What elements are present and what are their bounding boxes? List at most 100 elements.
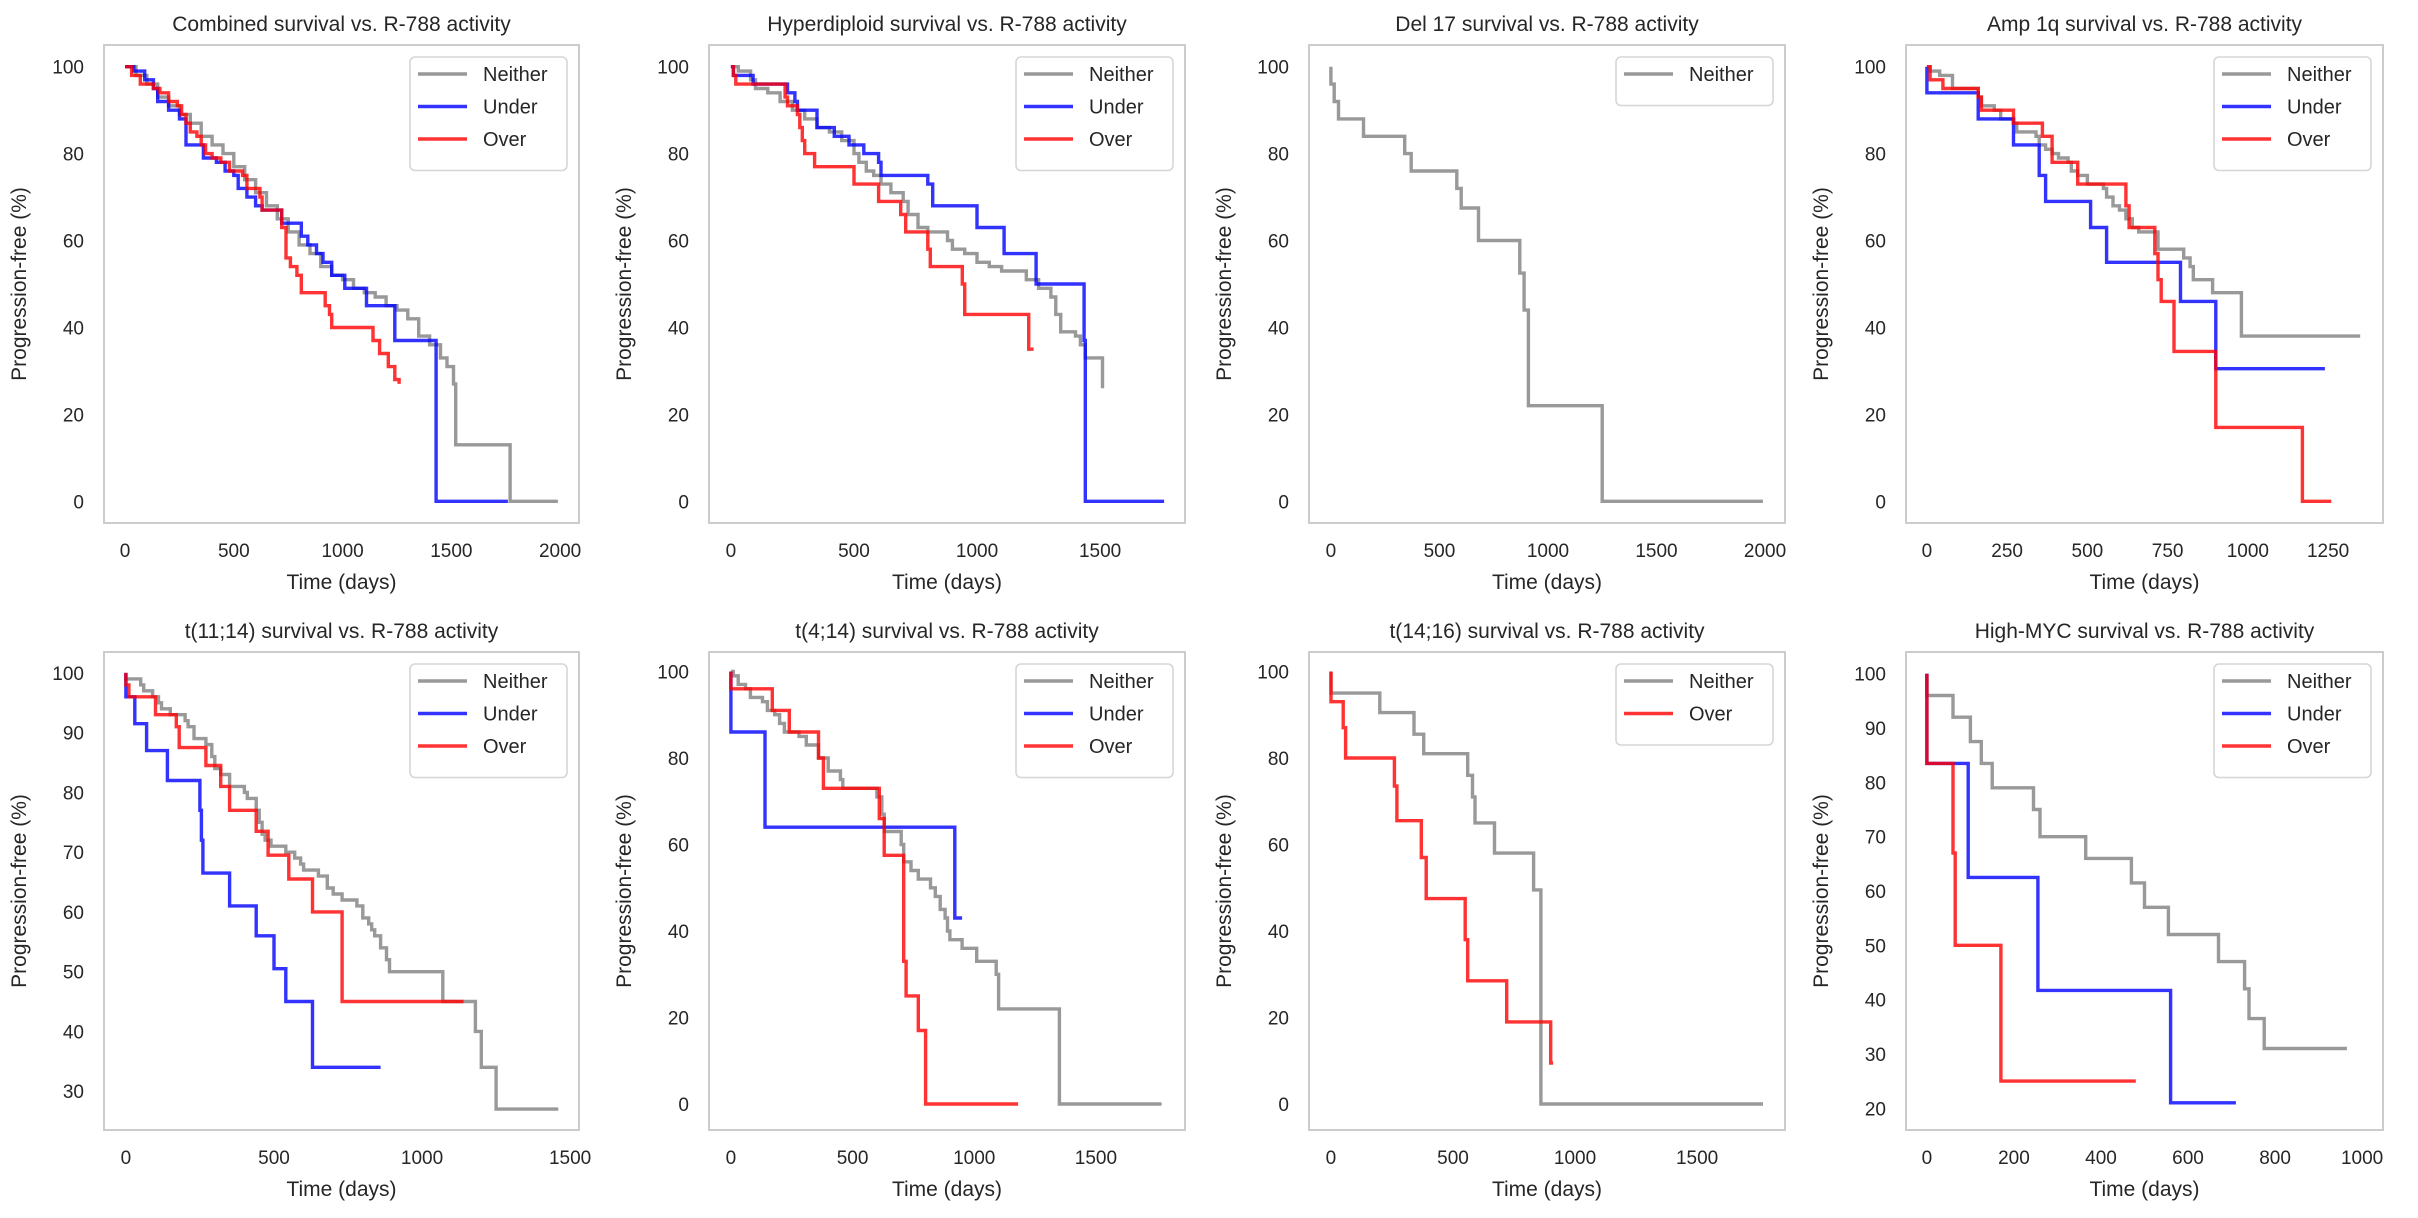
x-tick-label: 1000 bbox=[1554, 1148, 1596, 1169]
legend-label: Neither bbox=[483, 64, 548, 86]
chart-title: High-MYC survival vs. R-788 activity bbox=[1975, 620, 2315, 643]
y-tick-label: 100 bbox=[1257, 58, 1289, 79]
x-tick-label: 1250 bbox=[2307, 541, 2349, 562]
y-tick-label: 0 bbox=[1278, 1095, 1289, 1116]
y-tick-label: 80 bbox=[1268, 145, 1289, 166]
x-tick-label: 500 bbox=[258, 1148, 290, 1169]
x-tick-label: 1000 bbox=[953, 1148, 995, 1169]
y-tick-label: 20 bbox=[1865, 405, 1886, 426]
y-tick-label: 100 bbox=[1854, 58, 1886, 79]
curve-under bbox=[730, 65, 1165, 503]
curve-over bbox=[1925, 673, 2136, 1083]
legend-frame bbox=[1015, 663, 1174, 779]
x-tick-label: 1500 bbox=[1079, 541, 1121, 562]
axes-frame bbox=[1308, 44, 1786, 524]
legend-item-over: Over bbox=[2222, 129, 2331, 151]
legend-item-over: Over bbox=[1024, 736, 1133, 758]
y-tick-label: 60 bbox=[63, 903, 84, 924]
survival-curves bbox=[124, 672, 559, 1111]
legend-frame bbox=[409, 663, 568, 779]
x-tick-label: 0 bbox=[1326, 541, 1337, 562]
x-tick-label: 500 bbox=[837, 1148, 869, 1169]
x-tick-label: 0 bbox=[1326, 1148, 1337, 1169]
survival-curves bbox=[729, 669, 1162, 1106]
y-tick-label: 100 bbox=[1854, 665, 1886, 686]
panel-amp-1q: 0 250 500 750 1000 1250 0 20 40 60 80 100 Amp 1q sur… bbox=[1810, 13, 2384, 594]
panel-combined: 0 500 1000 1500 2000 0 20 40 60 80 100 Combined sur… bbox=[8, 13, 581, 594]
legend: Neither Under Over bbox=[409, 56, 568, 172]
y-tick-label: 40 bbox=[668, 318, 689, 339]
survival-curves bbox=[1329, 671, 1763, 1106]
legend-frame bbox=[2213, 56, 2372, 172]
legend-label: Over bbox=[1689, 704, 1733, 726]
legend-label: Neither bbox=[2287, 671, 2352, 693]
legend-item-neither: Neither bbox=[1624, 671, 1754, 693]
x-tick-label: 500 bbox=[1437, 1148, 1469, 1169]
x-tick-label: 1500 bbox=[430, 541, 472, 562]
curve-under bbox=[729, 671, 963, 920]
survival-curves bbox=[125, 65, 558, 503]
y-tick-label: 90 bbox=[63, 724, 84, 745]
y-tick-label: 60 bbox=[1865, 232, 1886, 253]
y-tick-label: 0 bbox=[73, 492, 84, 513]
y-tick-label: 50 bbox=[1865, 936, 1886, 957]
y-axis-label: Progression-free (%) bbox=[1213, 794, 1236, 988]
x-tick-label: 1000 bbox=[956, 541, 998, 562]
y-tick-label: 40 bbox=[63, 318, 84, 339]
y-axis-label: Progression-free (%) bbox=[1213, 187, 1236, 381]
y-tick-label: 40 bbox=[668, 922, 689, 943]
curve-neither bbox=[730, 65, 1105, 389]
legend-label: Under bbox=[483, 704, 538, 726]
x-axis-label: Time (days) bbox=[286, 1178, 396, 1201]
y-axis-label: Progression-free (%) bbox=[1810, 794, 1833, 988]
y-tick-label: 40 bbox=[1268, 318, 1289, 339]
y-tick-label: 60 bbox=[668, 232, 689, 253]
x-tick-label: 0 bbox=[726, 1148, 737, 1169]
x-axis-label: Time (days) bbox=[2089, 571, 2199, 594]
curve-over bbox=[1926, 65, 2332, 503]
y-tick-label: 40 bbox=[1865, 318, 1886, 339]
legend-label: Neither bbox=[2287, 64, 2352, 86]
x-tick-label: 0 bbox=[120, 541, 131, 562]
y-tick-label: 60 bbox=[63, 232, 84, 253]
curve-under bbox=[124, 672, 381, 1069]
x-axis-label: Time (days) bbox=[286, 571, 396, 594]
y-tick-label: 100 bbox=[657, 58, 689, 79]
legend-item-neither: Neither bbox=[2222, 671, 2352, 693]
y-tick-label: 70 bbox=[63, 843, 84, 864]
y-tick-label: 30 bbox=[1865, 1045, 1886, 1066]
survival-curves bbox=[730, 65, 1165, 503]
legend-frame bbox=[2213, 663, 2372, 779]
legend-item-neither: Neither bbox=[1024, 64, 1154, 86]
y-tick-label: 80 bbox=[668, 145, 689, 166]
chart-title: Combined survival vs. R-788 activity bbox=[172, 13, 511, 36]
x-tick-label: 0 bbox=[1922, 541, 1933, 562]
y-tick-label: 40 bbox=[1268, 922, 1289, 943]
legend-item-under: Under bbox=[418, 704, 538, 726]
curve-over bbox=[124, 672, 464, 1004]
legend-frame bbox=[409, 56, 568, 172]
curve-neither bbox=[1329, 66, 1763, 503]
legend-label: Neither bbox=[1089, 64, 1154, 86]
chart-title: Del 17 survival vs. R-788 activity bbox=[1395, 13, 1699, 36]
panel-high-myc: 0 200 400 600 800 1000 20 30 40 50 60 70 80 90 100 High… bbox=[1810, 620, 2384, 1201]
curve-over bbox=[1329, 671, 1554, 1065]
x-tick-label: 1000 bbox=[2341, 1148, 2383, 1169]
legend-label: Under bbox=[483, 97, 538, 119]
legend-item-over: Over bbox=[418, 736, 527, 758]
x-axis-label: Time (days) bbox=[1492, 571, 1602, 594]
x-tick-label: 400 bbox=[2085, 1148, 2117, 1169]
legend-frame bbox=[1015, 56, 1174, 172]
y-tick-label: 80 bbox=[63, 783, 84, 804]
panel-t-11-14: 0 500 1000 1500 30 40 50 60 70 80 90 100 t(11;14) su… bbox=[8, 620, 591, 1201]
y-tick-label: 20 bbox=[668, 1009, 689, 1030]
y-tick-label: 0 bbox=[678, 492, 689, 513]
legend-frame bbox=[1615, 56, 1774, 107]
legend-item-neither: Neither bbox=[418, 671, 548, 693]
y-tick-label: 0 bbox=[1278, 492, 1289, 513]
chart-title: Hyperdiploid survival vs. R-788 activity bbox=[767, 13, 1127, 36]
y-tick-label: 0 bbox=[1875, 492, 1886, 513]
x-axis-label: Time (days) bbox=[2089, 1178, 2199, 1201]
y-tick-label: 60 bbox=[1268, 835, 1289, 856]
